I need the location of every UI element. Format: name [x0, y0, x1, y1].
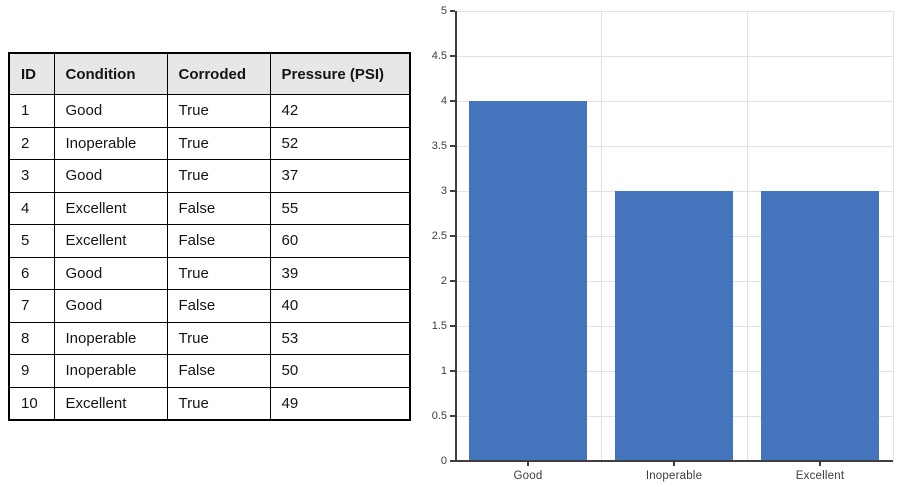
table-cell: 49: [269, 386, 411, 421]
table-row: 10 Excellent True 49: [8, 386, 411, 421]
table-cell: 7: [8, 289, 55, 323]
table-cell: 5: [8, 224, 55, 258]
table-cell: 2: [8, 126, 55, 160]
gridline-horizontal: [455, 55, 893, 57]
table-cell: Inoperable: [53, 126, 168, 160]
y-axis-tick-label: 4: [440, 95, 447, 107]
table-cell: 9: [8, 354, 55, 388]
y-axis-tick: [450, 190, 455, 192]
table-cell: True: [166, 159, 271, 193]
table-cell: 37: [269, 159, 411, 193]
bar-excellent: [761, 191, 879, 461]
table-cell: Excellent: [53, 224, 168, 258]
table-cell: Good: [53, 256, 168, 290]
y-axis-line: [455, 11, 457, 462]
table-cell: False: [166, 354, 271, 388]
table-row: 5 Excellent False 60: [8, 224, 411, 258]
gridline-horizontal: [455, 10, 893, 12]
table-cell: 8: [8, 321, 55, 355]
table-cell: 40: [269, 289, 411, 323]
y-axis-tick: [450, 370, 455, 372]
table-header-cell: Corroded: [166, 52, 271, 95]
pipe-data-table: ID Condition Corroded Pressure (PSI) 1 Good T…: [8, 52, 411, 421]
x-axis-tick: [527, 461, 529, 466]
x-axis-tick: [673, 461, 675, 466]
y-axis-tick-label: 3.5: [431, 140, 447, 152]
y-axis-tick: [450, 460, 455, 462]
x-axis-category-label: Good: [513, 470, 543, 482]
bar-good: [469, 101, 587, 461]
table-row: 8 Inoperable True 53: [8, 321, 411, 355]
x-axis-category-label: Excellent: [795, 470, 845, 482]
table-cell: Excellent: [53, 386, 168, 421]
y-axis-tick-label: 1.5: [431, 320, 447, 332]
table-cell: 50: [269, 354, 411, 388]
y-axis-tick: [450, 100, 455, 102]
table-cell: 1: [8, 94, 55, 128]
y-axis-tick-label: 2.5: [431, 230, 447, 242]
y-axis-tick-label: 4.5: [431, 50, 447, 62]
table-cell: True: [166, 256, 271, 290]
y-axis-tick-label: 1: [440, 365, 447, 377]
table-cell: False: [166, 224, 271, 258]
y-axis-tick: [450, 55, 455, 57]
table-cell: 4: [8, 191, 55, 225]
table-row: 4 Excellent False 55: [8, 191, 411, 225]
table-header-cell: Pressure (PSI): [269, 52, 411, 95]
table-cell: Good: [53, 94, 168, 128]
table-cell: True: [166, 386, 271, 421]
gridline-horizontal: [455, 100, 893, 102]
gridline-vertical: [746, 11, 748, 461]
y-axis-tick: [450, 415, 455, 417]
table-cell: Inoperable: [53, 321, 168, 355]
table-cell: False: [166, 289, 271, 323]
table-cell: 52: [269, 126, 411, 160]
table-cell: 53: [269, 321, 411, 355]
x-axis-tick: [819, 461, 821, 466]
table-cell: True: [166, 94, 271, 128]
bar-inoperable: [615, 191, 733, 461]
table-row: 6 Good True 39: [8, 256, 411, 290]
x-axis-category-label: Inoperable: [645, 470, 703, 482]
table-cell: 10: [8, 386, 55, 421]
gridline-horizontal: [455, 145, 893, 147]
y-axis-tick: [450, 10, 455, 12]
y-axis-tick-label: 0.5: [431, 410, 447, 422]
y-axis-tick-label: 0: [440, 455, 447, 467]
y-axis-tick-label: 5: [440, 5, 447, 17]
y-axis-tick-label: 3: [440, 185, 447, 197]
table-cell: False: [166, 191, 271, 225]
table-header-cell: ID: [8, 52, 55, 95]
table-cell: 60: [269, 224, 411, 258]
y-axis-tick: [450, 280, 455, 282]
table-row: 9 Inoperable False 50: [8, 354, 411, 388]
bar-chart-plot-area: 0 0.5 1 1.5 2 2.5 3 3.5 4 4.5 5 Good Inoperable Excel…: [432, 5, 894, 482]
table-cell: Good: [53, 159, 168, 193]
table-cell: Inoperable: [53, 354, 168, 388]
table-cell: 55: [269, 191, 411, 225]
table-row: 1 Good True 42: [8, 94, 411, 128]
table-row: 7 Good False 40: [8, 289, 411, 323]
table-cell: True: [166, 126, 271, 160]
table-cell: 42: [269, 94, 411, 128]
table-header-row: ID Condition Corroded Pressure (PSI): [8, 52, 411, 95]
table-row: 3 Good True 37: [8, 159, 411, 193]
y-axis-tick-label: 2: [440, 275, 447, 287]
gridline-vertical: [892, 11, 894, 461]
table-cell: Good: [53, 289, 168, 323]
table-header-cell: Condition: [53, 52, 168, 95]
y-axis-tick: [450, 235, 455, 237]
table-cell: Excellent: [53, 191, 168, 225]
y-axis-tick: [450, 325, 455, 327]
table-row: 2 Inoperable True 52: [8, 126, 411, 160]
gridline-vertical: [600, 11, 602, 461]
table-cell: True: [166, 321, 271, 355]
table-cell: 6: [8, 256, 55, 290]
table-cell: 3: [8, 159, 55, 193]
table-cell: 39: [269, 256, 411, 290]
y-axis-tick: [450, 145, 455, 147]
